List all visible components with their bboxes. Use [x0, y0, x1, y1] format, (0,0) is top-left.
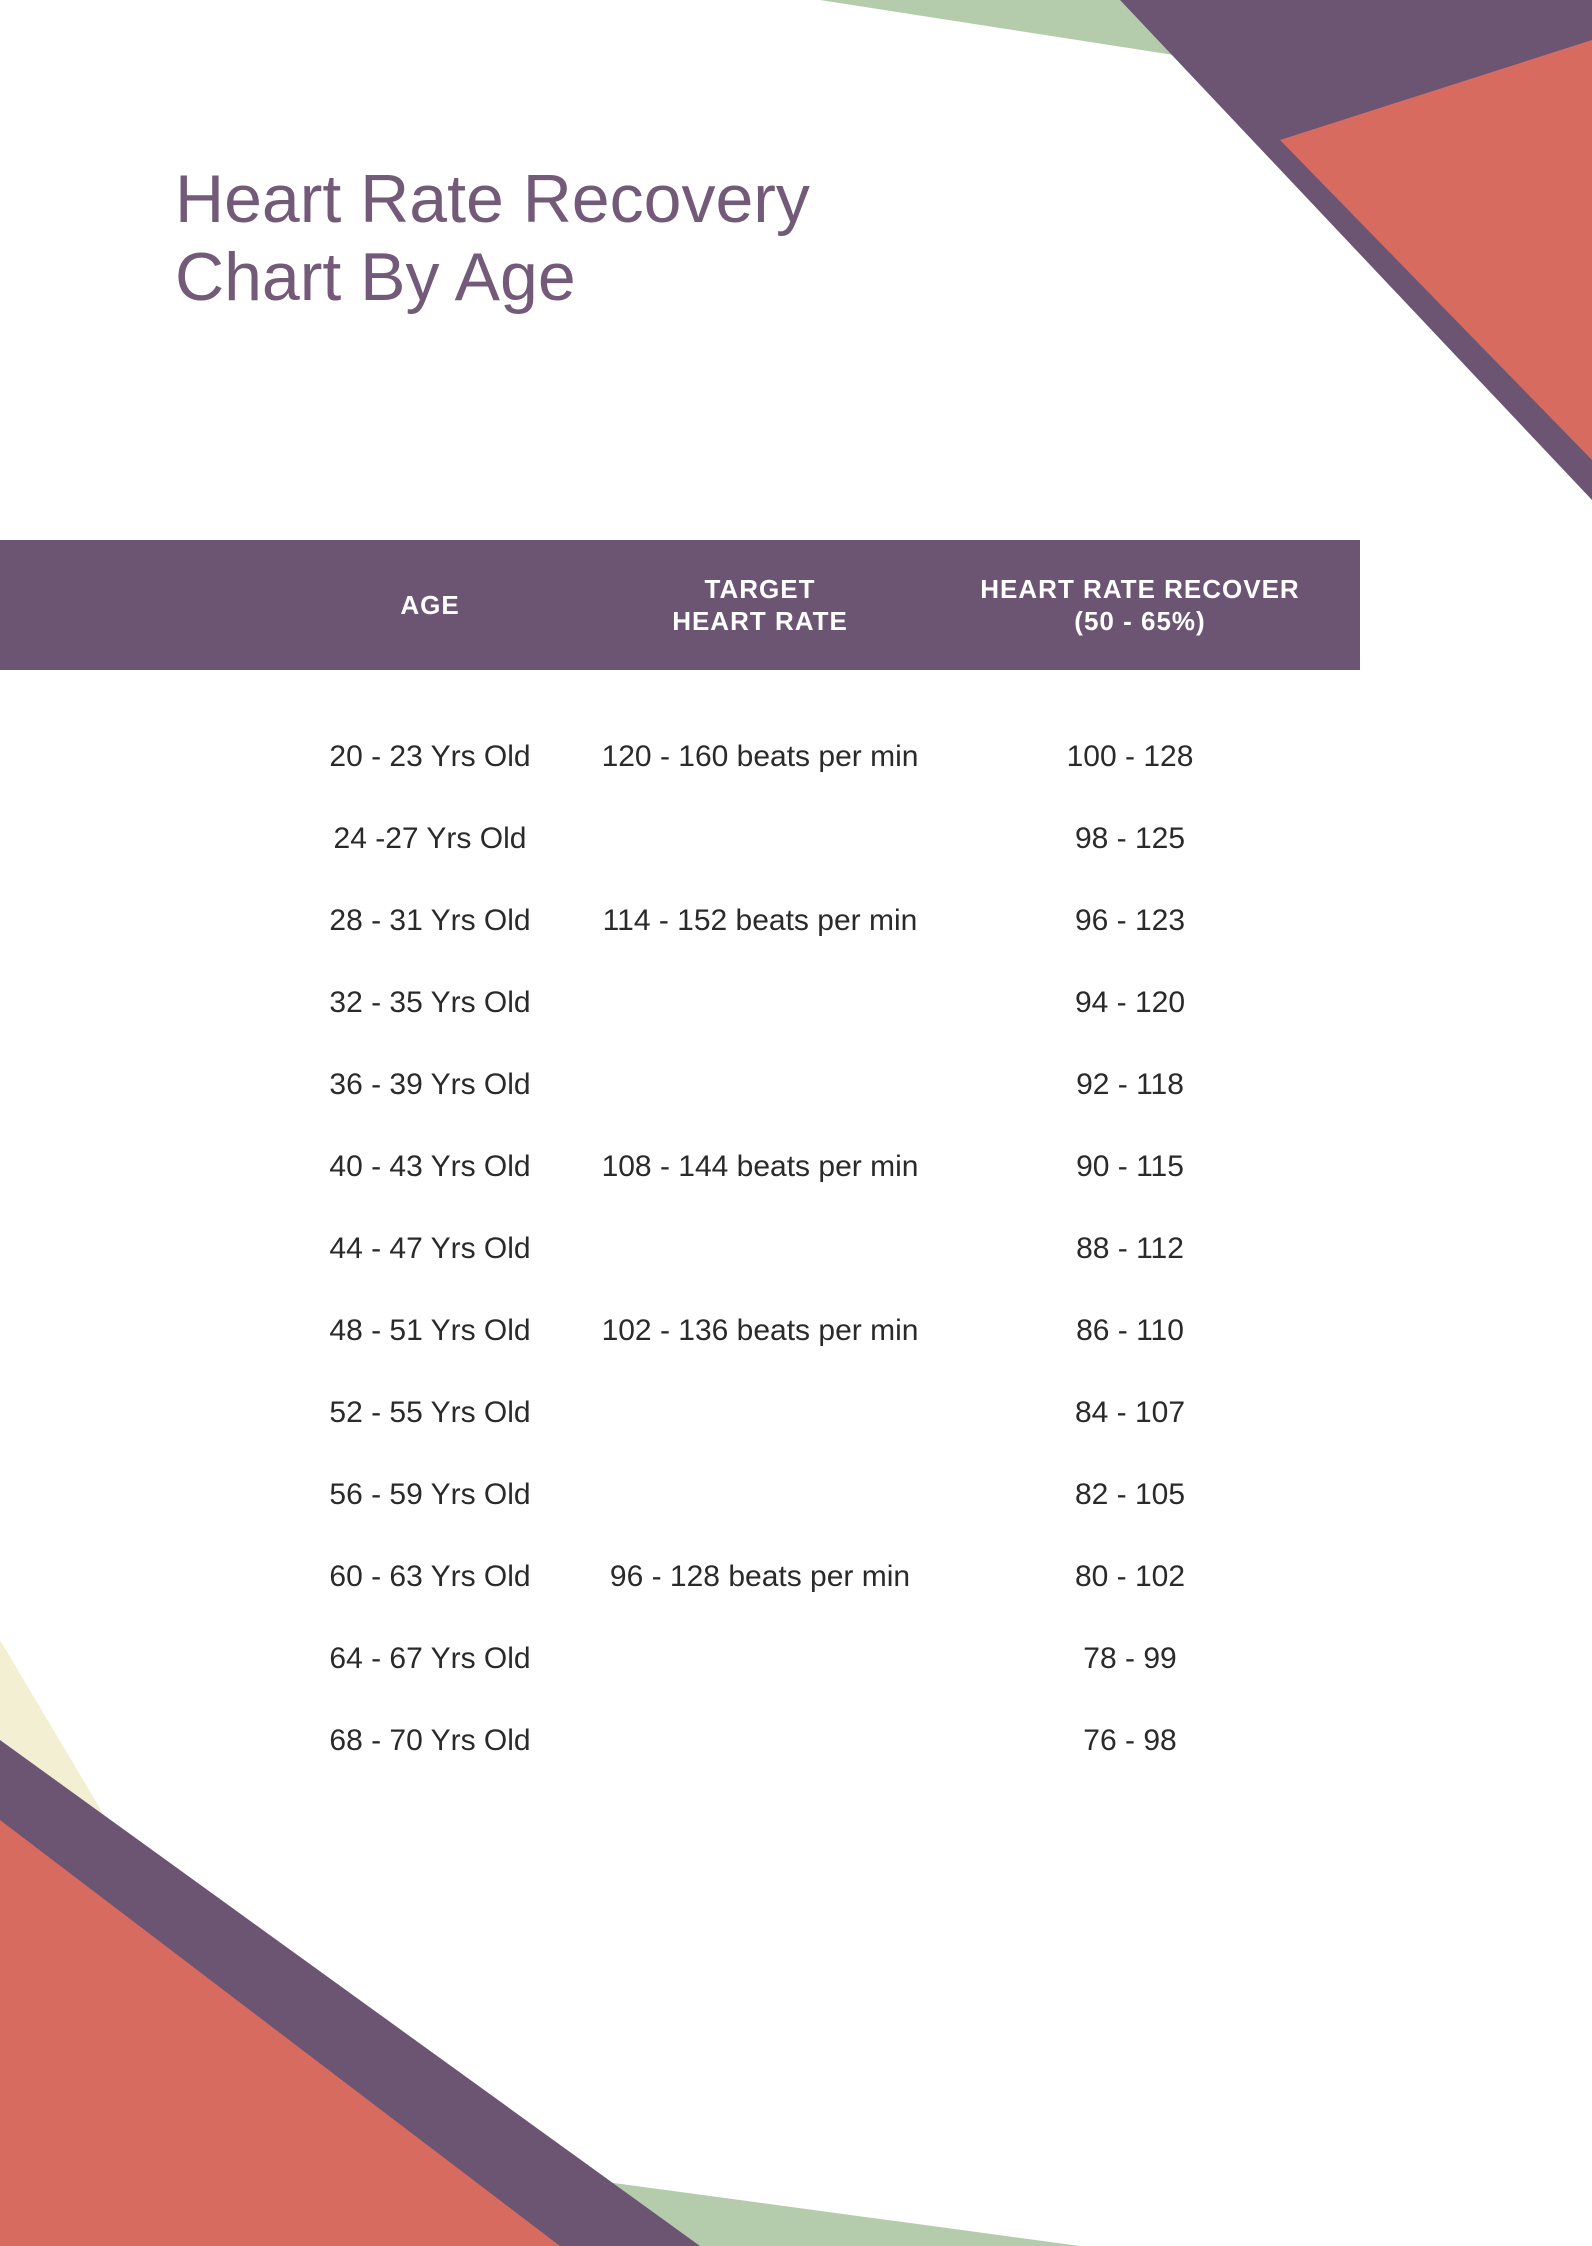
cell-age: 56 - 59 Yrs Old	[300, 1478, 560, 1512]
triangle-red	[0, 1820, 560, 2246]
table-row: 44 - 47 Yrs Old 88 - 112	[0, 1232, 1360, 1314]
table-body: 20 - 23 Yrs Old 120 - 160 beats per min 10…	[0, 740, 1360, 1806]
header-recover: HEART RATE RECOVER(50 - 65%)	[940, 573, 1340, 638]
cell-recover: 98 - 125	[980, 822, 1280, 856]
cell-recover: 86 - 110	[980, 1314, 1280, 1348]
cell-recover: 96 - 123	[980, 904, 1280, 938]
cell-age: 20 - 23 Yrs Old	[300, 740, 560, 774]
table-row: 48 - 51 Yrs Old 102 - 136 beats per min 86…	[0, 1314, 1360, 1396]
table-row: 28 - 31 Yrs Old 114 - 152 beats per min 96…	[0, 904, 1360, 986]
cell-recover: 78 - 99	[980, 1642, 1280, 1676]
table-row: 36 - 39 Yrs Old 92 - 118	[0, 1068, 1360, 1150]
cell-age: 52 - 55 Yrs Old	[300, 1396, 560, 1430]
cell-target: 96 - 128 beats per min	[580, 1560, 940, 1594]
cell-age: 32 - 35 Yrs Old	[300, 986, 560, 1020]
cell-age: 40 - 43 Yrs Old	[300, 1150, 560, 1184]
table-row: 32 - 35 Yrs Old 94 - 120	[0, 986, 1360, 1068]
table-row: 64 - 67 Yrs Old 78 - 99	[0, 1642, 1360, 1724]
cell-age: 28 - 31 Yrs Old	[300, 904, 560, 938]
cell-age: 36 - 39 Yrs Old	[300, 1068, 560, 1102]
page-title: Heart Rate RecoveryChart By Age	[175, 160, 810, 316]
cell-recover: 84 - 107	[980, 1396, 1280, 1430]
cell-recover: 92 - 118	[980, 1068, 1280, 1102]
cell-recover: 82 - 105	[980, 1478, 1280, 1512]
table-row: 68 - 70 Yrs Old 76 - 98	[0, 1724, 1360, 1806]
cell-recover: 100 - 128	[980, 740, 1280, 774]
cell-target: 114 - 152 beats per min	[580, 904, 940, 938]
cell-recover: 94 - 120	[980, 986, 1280, 1020]
cell-age: 68 - 70 Yrs Old	[300, 1724, 560, 1758]
cell-recover: 80 - 102	[980, 1560, 1280, 1594]
cell-recover: 76 - 98	[980, 1724, 1280, 1758]
page: Heart Rate RecoveryChart By Age AGE TARG…	[0, 0, 1592, 2246]
cell-recover: 88 - 112	[980, 1232, 1280, 1266]
table-header: AGE TARGETHEART RATE HEART RATE RECOVER(…	[0, 540, 1360, 670]
cell-recover: 90 - 115	[980, 1150, 1280, 1184]
cell-age: 44 - 47 Yrs Old	[300, 1232, 560, 1266]
table-row: 24 -27 Yrs Old 98 - 125	[0, 822, 1360, 904]
cell-age: 60 - 63 Yrs Old	[300, 1560, 560, 1594]
cell-target: 120 - 160 beats per min	[580, 740, 940, 774]
header-target: TARGETHEART RATE	[580, 573, 940, 638]
header-age: AGE	[300, 589, 560, 622]
cell-age: 64 - 67 Yrs Old	[300, 1642, 560, 1676]
table-row: 40 - 43 Yrs Old 108 - 144 beats per min 90…	[0, 1150, 1360, 1232]
cell-age: 48 - 51 Yrs Old	[300, 1314, 560, 1348]
cell-target: 102 - 136 beats per min	[580, 1314, 940, 1348]
table-row: 60 - 63 Yrs Old 96 - 128 beats per min 80 …	[0, 1560, 1360, 1642]
cell-target: 108 - 144 beats per min	[580, 1150, 940, 1184]
table-row: 20 - 23 Yrs Old 120 - 160 beats per min 10…	[0, 740, 1360, 822]
table-row: 56 - 59 Yrs Old 82 - 105	[0, 1478, 1360, 1560]
cell-age: 24 -27 Yrs Old	[300, 822, 560, 856]
table-row: 52 - 55 Yrs Old 84 - 107	[0, 1396, 1360, 1478]
